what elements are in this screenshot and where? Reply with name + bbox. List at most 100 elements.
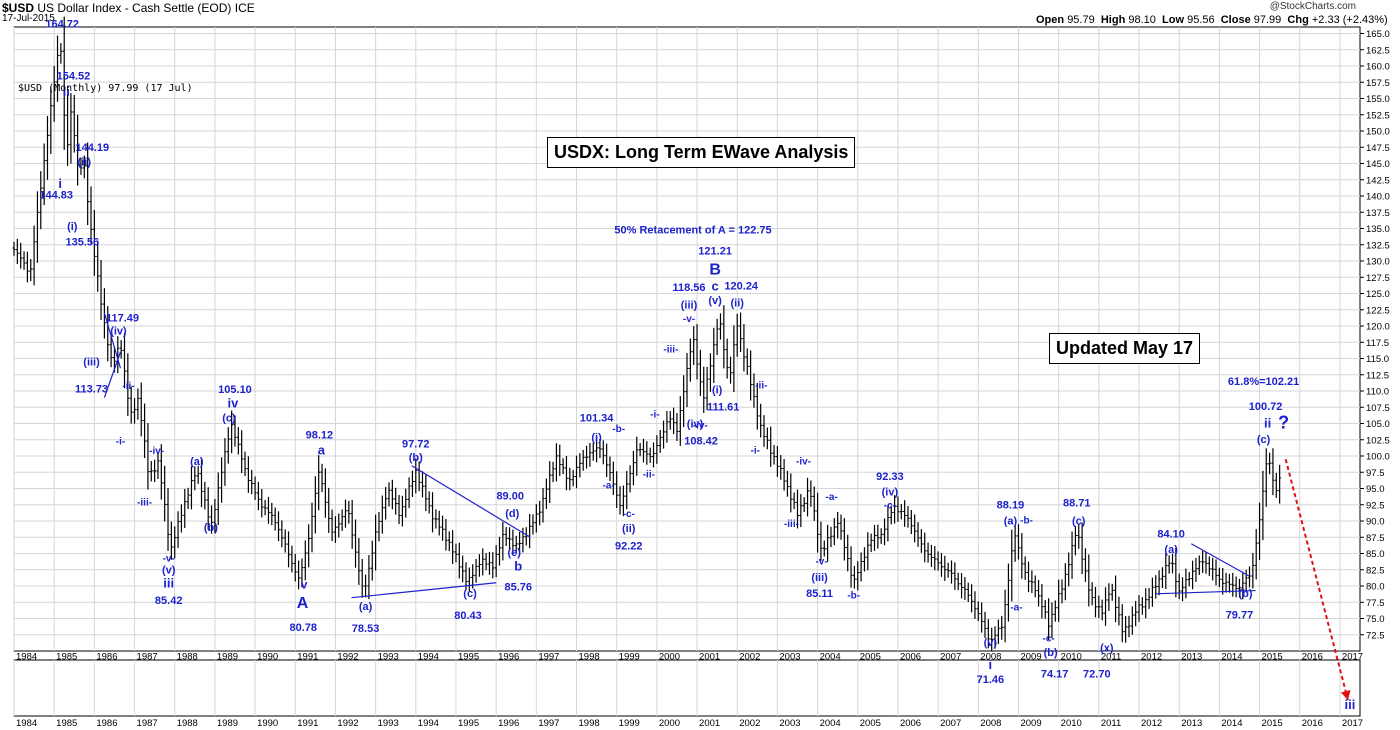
wave-label: 121.21 (698, 246, 732, 258)
x-tick-label: 2003 (779, 652, 800, 663)
x-tick-label-lower: 1993 (378, 718, 399, 729)
analysis-title: USDX: Long Term EWave Analysis (547, 137, 856, 168)
wave-label: (i) (712, 385, 723, 397)
wave-label: (d) (505, 508, 519, 520)
wave-label: iii (163, 575, 174, 590)
x-tick-label: 1994 (418, 652, 439, 663)
wave-label: 117.49 (106, 312, 139, 324)
x-tick-label-lower: 1995 (458, 718, 479, 729)
y-tick-label: 105.0 (1366, 419, 1390, 430)
y-tick-label: 142.5 (1366, 175, 1390, 186)
wave-label: -ii- (755, 380, 767, 391)
y-tick-label: 150.0 (1366, 127, 1390, 138)
wave-label: -c- (623, 509, 635, 520)
y-tick-label: 110.0 (1366, 387, 1389, 398)
wave-label: 88.71 (1063, 498, 1091, 510)
y-tick-label: 125.0 (1366, 289, 1390, 300)
wave-label: (a) (1004, 515, 1018, 527)
y-tick-label: 147.5 (1366, 143, 1390, 154)
ticker-symbol: $USD (2, 1, 35, 15)
wave-label: 80.43 (454, 610, 482, 622)
wave-label: -v- (163, 553, 175, 564)
x-tick-label: 2002 (739, 652, 760, 663)
y-tick-label: 87.5 (1366, 533, 1385, 544)
x-tick-label-lower: 2016 (1302, 718, 1323, 729)
wave-label: (c) (1072, 515, 1086, 527)
wave-label: -ii- (643, 469, 655, 480)
wave-label: 154.52 (57, 71, 91, 83)
y-tick-label: 80.0 (1366, 582, 1385, 593)
wave-label: -v- (815, 557, 827, 568)
x-tick-label: 2001 (699, 652, 720, 663)
x-tick-label: 2004 (820, 652, 841, 663)
y-tick-label: 82.5 (1366, 565, 1385, 576)
x-tick-label: 2010 (1061, 652, 1082, 663)
chart-date: 17-Jul-2015 (2, 13, 55, 24)
wave-label: -iv- (693, 421, 708, 432)
x-tick-label-lower: 1986 (96, 718, 117, 729)
x-tick-label-lower: 2013 (1181, 718, 1202, 729)
trendline (351, 582, 497, 599)
x-tick-label-lower: 1985 (56, 718, 77, 729)
x-tick-label-lower: 2007 (940, 718, 961, 729)
x-tick-label: 1996 (498, 652, 519, 663)
x-tick-label-lower: 1996 (498, 718, 519, 729)
y-tick-label: 92.5 (1366, 500, 1385, 511)
y-tick-label: 155.0 (1366, 94, 1390, 105)
wave-label: 118.56 (672, 282, 705, 294)
y-tick-label: 77.5 (1366, 598, 1385, 609)
x-tick-label: 2017 (1342, 652, 1363, 663)
wave-label: 92.33 (876, 471, 904, 483)
wave-label: (c) (463, 588, 477, 600)
wave-label: (a) (359, 601, 373, 613)
y-tick-label: 102.5 (1366, 435, 1390, 446)
x-tick-label-lower: 1997 (538, 718, 559, 729)
wave-label: (b) (1044, 647, 1058, 659)
wave-label: 61.8%=102.21 (1228, 376, 1299, 388)
x-tick-label-lower: 2004 (820, 718, 841, 729)
wave-label: 50% Retacement of A = 122.75 (614, 225, 771, 237)
y-tick-label: 160.0 (1366, 62, 1390, 73)
wave-label: 98.12 (306, 429, 334, 441)
projection-arrowhead (1340, 690, 1351, 700)
wave-label: 92.22 (615, 541, 643, 553)
wave-label: -i- (650, 410, 659, 421)
wave-label: -i- (751, 445, 760, 456)
x-tick-label: 2000 (659, 652, 680, 663)
y-tick-label: 165.0 (1366, 29, 1390, 40)
wave-label: B (709, 262, 721, 279)
wave-label: -iv- (796, 456, 811, 467)
wave-label: (iv) (110, 325, 127, 337)
x-tick-label-lower: 2006 (900, 718, 921, 729)
x-tick-label-lower: 2008 (980, 718, 1001, 729)
x-tick-label-lower: 1988 (177, 718, 198, 729)
wave-label: (ii) (730, 298, 744, 310)
wave-label: iv (228, 395, 240, 410)
wave-label-lower: 72.70 (1083, 669, 1111, 681)
trendline (1190, 543, 1250, 577)
wave-label: 108.42 (684, 435, 718, 447)
wave-label: 111.61 (707, 402, 739, 414)
wave-label: 135.56 (65, 236, 99, 248)
x-tick-label: 1988 (177, 652, 198, 663)
y-tick-label: 107.5 (1366, 403, 1390, 414)
x-tick-label: 2013 (1181, 652, 1202, 663)
trendline (103, 351, 122, 398)
x-tick-label-lower: 1991 (297, 718, 318, 729)
wave-label: 113.73 (75, 383, 108, 395)
y-tick-label: 145.0 (1366, 159, 1390, 170)
wave-label: ii (1264, 415, 1271, 430)
x-tick-label: 1985 (56, 652, 77, 663)
wave-label: -b- (612, 424, 625, 435)
x-tick-label: 2009 (1020, 652, 1041, 663)
y-tick-label: 140.0 (1366, 192, 1390, 203)
wave-label: -ii- (122, 381, 134, 392)
x-tick-label-lower: 1990 (257, 718, 278, 729)
wave-label: (ii) (622, 523, 636, 535)
wave-label: (i) (67, 221, 78, 233)
x-tick-label: 1986 (96, 652, 117, 663)
wave-label: (ii) (78, 156, 92, 168)
wave-label: 85.76 (504, 582, 532, 594)
high-label: High (1100, 14, 1126, 26)
